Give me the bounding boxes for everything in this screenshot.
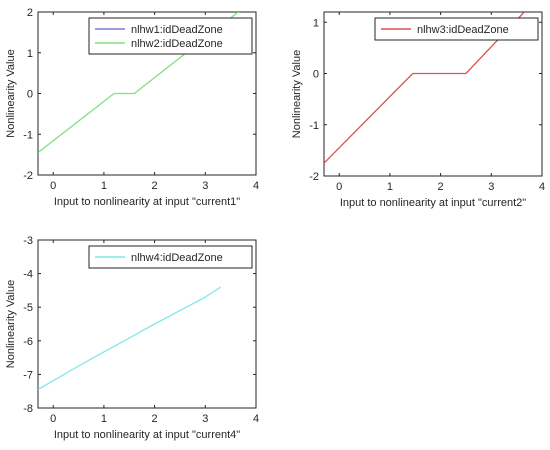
- y-tick-label: 1: [313, 17, 319, 29]
- y-tick-label: 1: [27, 48, 33, 60]
- legend: nlhw4:idDeadZone: [88, 245, 253, 269]
- y-tick-label: -1: [309, 120, 319, 132]
- y-tick-label: -6: [23, 336, 33, 348]
- y-tick-label: -2: [309, 171, 319, 183]
- y-tick-label: 0: [27, 89, 33, 101]
- legend: nlhw3:idDeadZone: [374, 17, 539, 41]
- x-axis-label: Input to nonlinearity at input "current1…: [54, 196, 240, 208]
- x-tick-label: 1: [387, 181, 393, 193]
- x-tick-label: 4: [253, 413, 259, 425]
- legend-box: [374, 17, 539, 41]
- x-tick-label: 4: [253, 180, 259, 192]
- legend-box: [88, 245, 253, 269]
- y-tick-label: -4: [23, 269, 33, 281]
- y-tick-label: -2: [23, 170, 33, 182]
- x-tick-label: 1: [101, 413, 107, 425]
- x-tick-label: 4: [539, 181, 545, 193]
- legend-entry: nlhw4:idDeadZone: [131, 252, 223, 264]
- y-axis-label: Nonlinearity Value: [5, 49, 17, 137]
- chart-1: 0 1 2 3 4 -2 -1 0 1 2 Input to nonlinearity at inp…: [5, 7, 259, 208]
- y-tick-label: 0: [313, 69, 319, 81]
- y-tick-label: -1: [23, 129, 33, 141]
- legend-entry: nlhw1:idDeadZone: [131, 24, 223, 36]
- x-axis-label: Input to nonlinearity at input "current4…: [54, 429, 240, 441]
- x-axis-label: Input to nonlinearity at input "current2…: [340, 197, 526, 209]
- x-tick-label: 3: [202, 413, 208, 425]
- y-tick-label: -8: [23, 403, 33, 415]
- y-axis-label: Nonlinearity Value: [5, 280, 17, 368]
- y-axis-label: Nonlinearity Value: [291, 50, 303, 138]
- legend-entry: nlhw2:idDeadZone: [131, 38, 223, 50]
- series-line: [38, 286, 221, 391]
- x-tick-label: 2: [152, 413, 158, 425]
- y-tick-label: -3: [23, 235, 33, 247]
- x-tick-label: 1: [101, 180, 107, 192]
- legend-box: [88, 17, 253, 55]
- x-tick-label: 2: [438, 181, 444, 193]
- chart-3: 0 1 2 3 4 -8 -7 -6 -5 -4 -3 Input to nonlinearity a…: [5, 235, 259, 441]
- legend: nlhw1:idDeadZone nlhw2:idDeadZone: [88, 17, 253, 55]
- x-tick-label: 2: [152, 180, 158, 192]
- series-line: [324, 12, 525, 164]
- y-tick-label: -7: [23, 369, 33, 381]
- x-tick-label: 0: [336, 181, 342, 193]
- y-tick-label: -5: [23, 302, 33, 314]
- x-tick-label: 0: [50, 180, 56, 192]
- x-tick-label: 3: [488, 181, 494, 193]
- x-tick-label: 0: [50, 413, 56, 425]
- legend-entry: nlhw3:idDeadZone: [417, 24, 509, 36]
- chart-2: 0 1 2 3 4 -2 -1 0 1 Input to nonlinearity at inpu…: [291, 11, 545, 209]
- x-tick-label: 3: [202, 180, 208, 192]
- y-tick-label: 2: [27, 7, 33, 19]
